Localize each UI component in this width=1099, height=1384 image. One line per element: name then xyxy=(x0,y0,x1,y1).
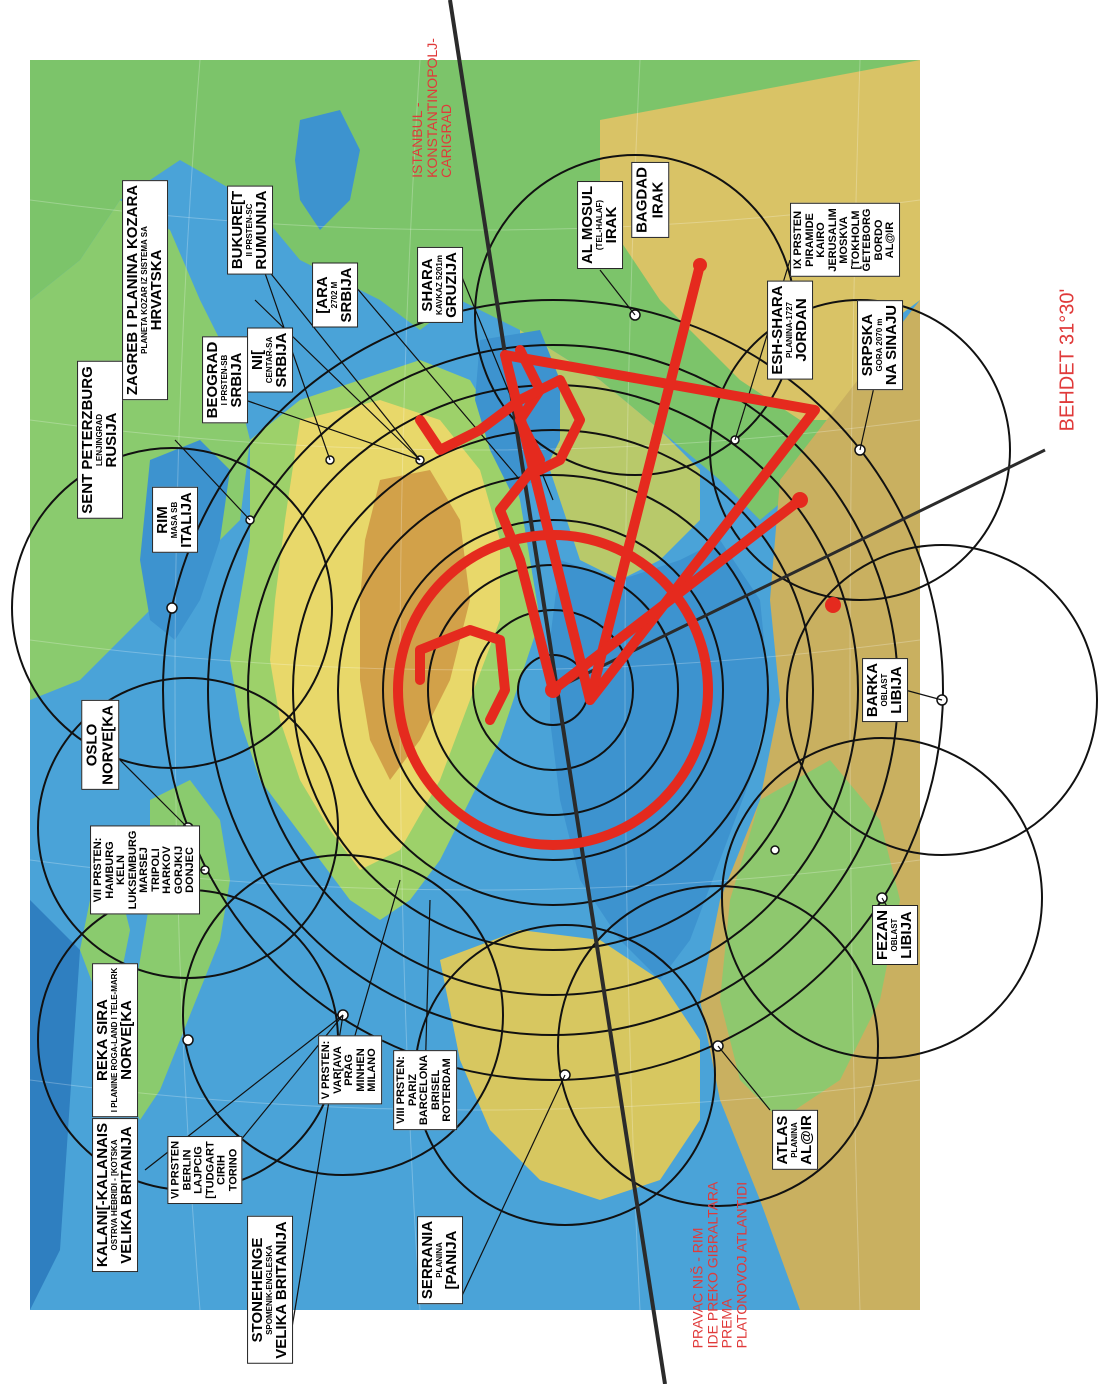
place-label-line: BAGDAD xyxy=(633,167,651,233)
place-label-line: RUMUNIJA xyxy=(253,190,271,270)
place-label-beograd: BEOGRAD I PRSTEN-SB SRBIJA xyxy=(202,336,248,424)
place-label-line: V PRSTEN: xyxy=(320,1040,333,1100)
place-label-zara: [ARA 2702 M SRBIJA xyxy=(312,262,358,328)
place-label-line: ESH-SHARA xyxy=(769,285,787,375)
place-label-line: MARSEJ xyxy=(138,847,151,893)
red-figure xyxy=(393,260,820,850)
place-label-line: MILANO xyxy=(366,1048,379,1092)
place-label-line: ATLAS xyxy=(774,1115,792,1165)
red-markers xyxy=(545,258,841,698)
place-label-al-mosul: AL MOSUL (TEL-HALAF) IRAK xyxy=(577,180,623,270)
place-label-line: LIBIJA xyxy=(898,911,916,959)
place-label-line: NA SINAJU xyxy=(883,304,901,386)
place-label-v-prsten: V PRSTEN: VAR[AVA PRAG MINHEN MILANO xyxy=(318,1035,382,1105)
place-label-line: VELIKA BRITANIJA xyxy=(118,1126,136,1264)
place-label-line: KAIRO xyxy=(815,222,828,258)
place-label-line: HRVATSKA xyxy=(148,249,166,331)
place-label-reka-sira: REKA SIRA I PLANINE ROGA-LAND I TELE-MARK… xyxy=(92,962,138,1118)
place-label-line: VIII PRSTEN: xyxy=(395,1056,408,1124)
place-label-line: BEOGRAD xyxy=(204,341,222,419)
place-label-line: BARKA xyxy=(864,662,882,718)
istanbul-note: ISTANBUL - KONSTANTINOPOLJ- CARIGRAD xyxy=(408,38,455,178)
place-label-serrania: SERRANIA PLANINA [PANIJA xyxy=(417,1215,463,1305)
place-label-zagreb: ZAGREB I PLANINA KOZARA PLANETA KOZAR IZ … xyxy=(122,179,168,401)
place-label-line: TORINO xyxy=(227,1148,240,1192)
place-label-esh-shara: ESH-SHARA PLANINA-1727 JORDAN xyxy=(767,280,813,380)
place-label-line: [PANIJA xyxy=(443,1230,461,1290)
place-label-atlas: ATLAS PLANINA AL@IR xyxy=(772,1110,818,1170)
place-label-line: GRUZIJA xyxy=(443,252,461,318)
place-label-line: ROTERDAM xyxy=(441,1058,454,1122)
land-middle-east xyxy=(600,60,920,420)
place-label-srpska-gora: SRPSKA GORA 2070 m NA SINAJU xyxy=(857,299,903,391)
land-iberia xyxy=(440,930,700,1200)
land-scandinavia xyxy=(30,200,250,700)
place-label-line: KALANI[-KALANAIS xyxy=(94,1122,112,1268)
place-label-line: ZAGREB I PLANINA KOZARA xyxy=(124,184,142,396)
place-label-line: SRBIJA xyxy=(273,332,291,388)
place-label-line: OSLO xyxy=(83,723,101,767)
place-label-line: IRAK xyxy=(603,206,621,244)
place-label-line: RIM xyxy=(154,506,172,534)
place-label-line: SHARA xyxy=(419,258,437,312)
place-label-line: VELIKA BRITANIJA xyxy=(273,1221,291,1359)
place-label-line: VI PRSTEN xyxy=(169,1140,182,1200)
place-label-line: PRAG xyxy=(343,1054,356,1086)
place-label-shara: SHARA KAVKAZ 5201m GRUZIJA xyxy=(417,247,463,323)
place-label-line: JORDAN xyxy=(793,298,811,362)
place-label-line: LIBIJA xyxy=(888,666,906,714)
place-label-vi-prsten: VI PRSTEN BERLIN LAJPCIG [TUDGART CIRIH TORIN… xyxy=(167,1135,243,1205)
place-label-line: FEZAN xyxy=(874,910,892,960)
place-label-line: SRPSKA xyxy=(859,313,877,377)
land-british-isles xyxy=(120,780,230,1120)
place-label-line: ITALIJA xyxy=(178,492,196,548)
place-label-line: RUSIJA xyxy=(103,412,121,468)
place-label-line: AL@IR xyxy=(884,221,897,259)
place-label-rim: RIM MASA SB ITALIJA xyxy=(152,487,198,553)
land-africa-green xyxy=(720,760,900,1120)
place-label-line: NI[ xyxy=(249,350,267,371)
place-label-line: KELN xyxy=(115,855,128,885)
place-label-line: IRAK xyxy=(649,181,666,219)
place-label-line: AL@IR xyxy=(798,1115,816,1165)
place-label-line: LAJPCIG xyxy=(192,1146,205,1194)
place-label-line: SRBIJA xyxy=(228,352,246,408)
sea-caspian xyxy=(295,110,360,230)
place-label-line: SRBIJA xyxy=(338,267,356,323)
place-label-line: SENT PETERZBURG xyxy=(79,366,97,514)
place-label-line: SERRANIA xyxy=(419,1220,437,1300)
place-label-nis: NI[CENTAR-SA SRBIJA xyxy=(247,327,293,393)
place-label-line: NORVE[KA xyxy=(118,1000,136,1080)
place-label-line: MOSKVA xyxy=(838,216,851,264)
place-label-barka: BARKA OBLAST LIBIJA xyxy=(862,657,908,723)
place-label-line: DONJEC xyxy=(184,847,197,893)
place-label-sent-peterzburg: SENT PETERZBURG LENJINGRAD RUSIJA xyxy=(77,361,123,519)
place-label-line: CIRIH xyxy=(215,1155,228,1185)
place-label-line: AL MOSUL xyxy=(579,185,597,265)
place-label-bukurest: BUKURE[T II PRSTEN-SC RUMUNIJA xyxy=(227,185,273,275)
place-label-fezan: FEZAN OBLAST LIBIJA xyxy=(872,905,918,965)
place-label-stonehenge: STONEHENGE SPOMENIK-ENGLESKA VELIKA BRITAN… xyxy=(247,1216,293,1364)
place-label-line: NORVE[KA xyxy=(99,705,116,785)
place-label-vii-prsten: VII PRSTEN: HAMBURG KELN LUKSEMBURG MARSEJ TR… xyxy=(90,825,200,915)
place-label-line: STONEHENGE xyxy=(249,1237,267,1343)
place-label-viii-prsten: VIII PRSTEN: PARIZ BARCELONA BRISEL ROTERDAM xyxy=(393,1049,457,1131)
pravac-note: PRAVAC NIŠ - RIM IDE PREKO GIBRALTARA PR… xyxy=(689,1181,750,1349)
place-label-ix-prsten: IX PRSTEN PIRAMIDE KAIRO JERUSALIM MOSKVA [TO… xyxy=(790,203,900,277)
place-label-line: IX PRSTEN xyxy=(792,210,805,270)
place-label-line: REKA SIRA xyxy=(94,999,112,1081)
place-label-bagdad: BAGDAD IRAK xyxy=(631,162,669,238)
place-label-kalanis: KALANI[-KALANAIS OSTRVA HEBRIDI - [KOTSKA… xyxy=(92,1117,138,1273)
place-label-line: BARCELONA xyxy=(418,1054,431,1126)
place-label-line: [ARA xyxy=(314,276,332,314)
place-label-line: VII PRSTEN: xyxy=(92,837,105,903)
behdet-note: BEHDET 31°30' xyxy=(1056,288,1079,432)
place-label-oslo: OSLO NORVE[KA xyxy=(81,700,119,790)
place-label-line: BUKURE[T xyxy=(229,190,247,270)
